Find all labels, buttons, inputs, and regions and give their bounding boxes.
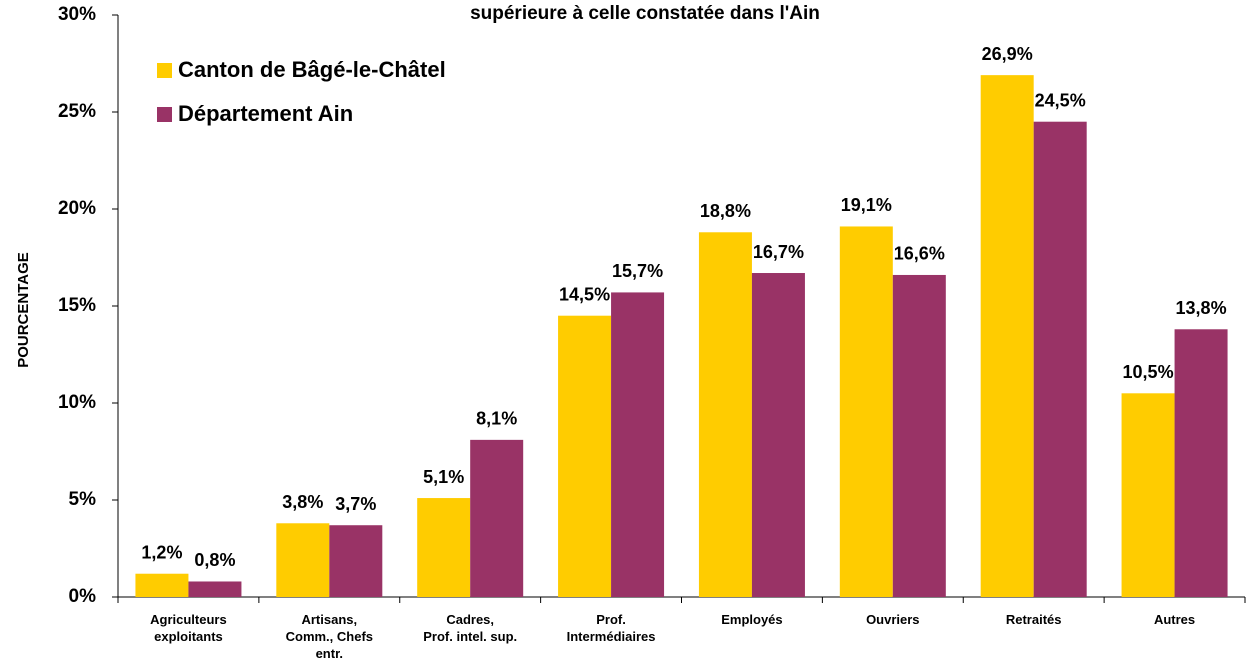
y-tick-label: 10% <box>58 392 96 413</box>
data-label: 15,7% <box>612 261 663 281</box>
bar <box>276 523 330 597</box>
y-tick-label: 20% <box>58 198 96 219</box>
data-label: 10,5% <box>1123 362 1174 382</box>
data-label: 14,5% <box>559 284 610 304</box>
y-tick-label: 5% <box>69 489 97 510</box>
legend-swatch <box>157 107 172 122</box>
bar <box>892 274 946 597</box>
bar <box>1174 329 1228 597</box>
y-axis-label: POURCENTAGE <box>15 252 32 368</box>
x-tick-label: Ouvriers <box>866 612 920 627</box>
bar <box>470 439 524 597</box>
y-tick-label: 25% <box>58 101 96 122</box>
x-tick-label: Artisans, Comm., Chefs entr. <box>285 612 374 661</box>
bar <box>188 581 242 597</box>
data-label: 3,8% <box>282 492 323 512</box>
bar <box>839 226 893 597</box>
bar <box>329 525 383 597</box>
y-tick-label: 0% <box>69 586 97 607</box>
data-label: 13,8% <box>1176 298 1227 318</box>
x-tick-label: Employés <box>721 612 783 627</box>
x-tick-label: Autres <box>1153 612 1196 627</box>
bar <box>1121 393 1175 597</box>
data-label: 5,1% <box>423 467 464 487</box>
y-tick-label: 15% <box>58 295 96 316</box>
data-label: 0,8% <box>194 550 235 570</box>
data-label: 19,1% <box>841 195 892 215</box>
bar <box>980 75 1034 597</box>
legend-label: Département Ain <box>178 101 353 126</box>
legend-swatch <box>157 63 172 78</box>
x-tick-label: Agriculteurs exploitants <box>150 612 227 644</box>
bar <box>558 315 612 597</box>
data-label: 3,7% <box>335 494 376 514</box>
bar <box>698 232 752 597</box>
legend-label: Canton de Bâgé-le-Châtel <box>178 57 446 82</box>
bar <box>135 573 189 597</box>
bar <box>417 498 471 597</box>
bar <box>1033 121 1087 597</box>
data-label: 24,5% <box>1035 90 1086 110</box>
data-label: 26,9% <box>982 44 1033 64</box>
data-label: 16,7% <box>753 242 804 262</box>
x-tick-label: Prof. Intermédiaires <box>566 612 656 644</box>
x-tick-label: Retraités <box>1005 612 1062 627</box>
data-label: 18,8% <box>700 201 751 221</box>
bar <box>611 292 665 597</box>
x-tick-label: Cadres, Prof. intel. sup. <box>423 612 518 644</box>
chart-title: supérieure à celle constatée dans l'Ain <box>470 3 820 24</box>
y-tick-label: 30% <box>58 4 96 25</box>
bar <box>751 273 805 597</box>
data-label: 16,6% <box>894 244 945 264</box>
data-label: 1,2% <box>141 542 182 562</box>
data-label: 8,1% <box>476 409 517 429</box>
